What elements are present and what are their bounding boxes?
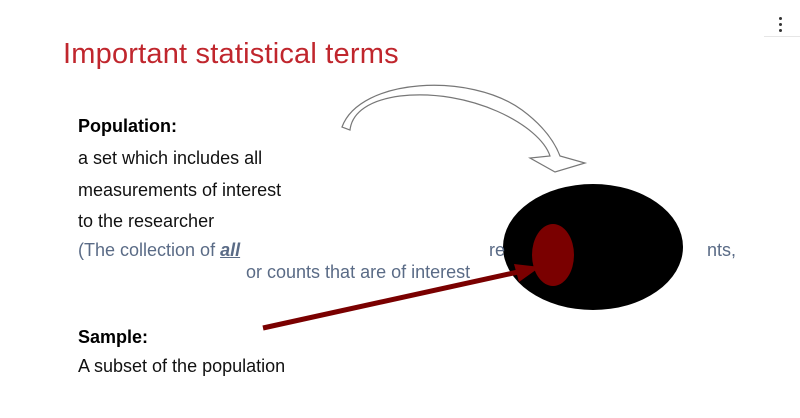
population-note-fragment: nts, (707, 240, 737, 260)
sample-heading: Sample: (78, 327, 149, 347)
more-options-button[interactable] (772, 14, 788, 36)
population-definition-line: measurements of interest (78, 180, 282, 200)
population-note: (The collection of all (78, 240, 246, 261)
population-note-emphasis: all (220, 240, 241, 260)
sample-ellipse (532, 224, 574, 286)
population-definition-line: a set which includes all (78, 148, 263, 168)
population-definition-line: to the researcher (78, 211, 215, 231)
sample-pointer-arrow (262, 264, 540, 331)
vertical-ellipsis-icon (778, 17, 782, 32)
population-heading: Population: (78, 116, 177, 136)
slide-title: Important statistical terms (63, 38, 399, 70)
sample-definition: A subset of the population (78, 356, 286, 376)
population-ellipse (503, 184, 683, 310)
divider (764, 36, 800, 37)
population-note-start: (The collection of (78, 240, 221, 260)
population-note-fragment: re (489, 240, 506, 260)
curved-arrow-icon (341, 84, 588, 173)
population-note-line2: or counts that are of interest (246, 262, 471, 282)
